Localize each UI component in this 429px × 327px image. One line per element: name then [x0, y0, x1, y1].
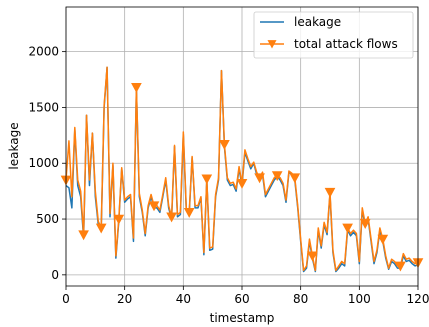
- y-axis-title: leakage: [7, 122, 21, 169]
- legend: leakage total attack flows: [253, 11, 414, 59]
- x-tick-label: 40: [176, 292, 191, 306]
- series-marker-1: [166, 212, 177, 223]
- series-marker-1: [201, 174, 213, 185]
- x-tick-label: 120: [407, 292, 429, 306]
- series-marker-1: [395, 261, 406, 272]
- series-marker-1: [148, 201, 160, 212]
- series-marker-1: [113, 214, 125, 225]
- series-marker-1: [307, 251, 318, 262]
- y-tick-label: 500: [36, 212, 59, 226]
- series-marker-1: [78, 230, 89, 241]
- series-marker-1: [271, 171, 283, 182]
- x-tick-label: 20: [117, 292, 132, 306]
- y-tick-label: 0: [51, 268, 59, 282]
- series-layer: [60, 66, 424, 273]
- legend-marker-attack: [267, 40, 277, 49]
- series-marker-1: [131, 83, 142, 93]
- y-tick-label: 1500: [28, 100, 59, 114]
- series-marker-1: [183, 208, 195, 218]
- series-marker-1: [254, 173, 265, 184]
- x-tick-label: 60: [234, 292, 249, 306]
- series-marker-1: [342, 223, 353, 234]
- ticks: 0 20 40 60 80 100 120 0 500 1000 1500 2000: [28, 45, 429, 306]
- series-marker-1: [377, 234, 389, 245]
- legend-label-leakage: leakage: [294, 15, 341, 29]
- x-tick-label: 100: [348, 292, 371, 306]
- y-tick-label: 1000: [28, 156, 59, 170]
- series-marker-1: [236, 179, 248, 189]
- x-tick-label: 80: [293, 292, 308, 306]
- series-marker-1: [219, 139, 230, 150]
- x-tick-label: 0: [62, 292, 70, 306]
- series-marker-1: [324, 187, 336, 198]
- y-tick-label: 2000: [28, 45, 59, 59]
- series-marker-1: [289, 173, 301, 184]
- legend-label-attack: total attack flows: [294, 37, 398, 51]
- legend-box: [253, 11, 414, 59]
- series-marker-1: [359, 219, 371, 230]
- x-axis-title: timestamp: [210, 311, 275, 325]
- series-marker-1: [95, 223, 107, 234]
